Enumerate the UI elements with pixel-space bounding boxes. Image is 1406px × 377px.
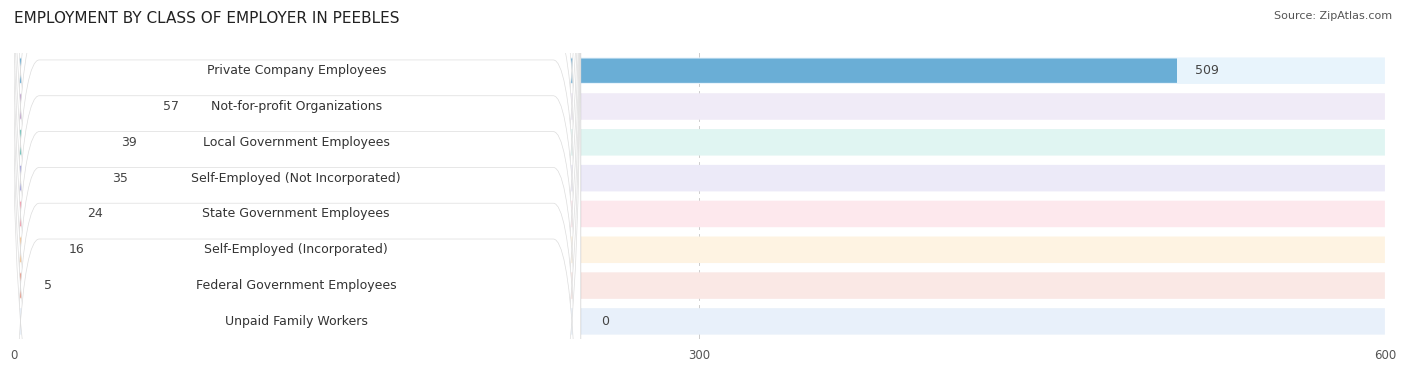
FancyBboxPatch shape — [11, 0, 581, 377]
Text: 35: 35 — [112, 172, 128, 185]
FancyBboxPatch shape — [11, 0, 581, 377]
Text: Local Government Employees: Local Government Employees — [202, 136, 389, 149]
FancyBboxPatch shape — [11, 0, 581, 377]
FancyBboxPatch shape — [14, 129, 1385, 156]
Text: 24: 24 — [87, 207, 103, 221]
Text: State Government Employees: State Government Employees — [202, 207, 389, 221]
Text: 5: 5 — [44, 279, 52, 292]
Text: EMPLOYMENT BY CLASS OF EMPLOYER IN PEEBLES: EMPLOYMENT BY CLASS OF EMPLOYER IN PEEBL… — [14, 11, 399, 26]
Text: 16: 16 — [69, 243, 84, 256]
FancyBboxPatch shape — [14, 166, 94, 190]
Text: 39: 39 — [121, 136, 138, 149]
FancyBboxPatch shape — [14, 236, 1385, 263]
FancyBboxPatch shape — [11, 0, 581, 377]
FancyBboxPatch shape — [14, 165, 1385, 192]
FancyBboxPatch shape — [11, 0, 581, 377]
Text: 57: 57 — [163, 100, 179, 113]
Text: Unpaid Family Workers: Unpaid Family Workers — [225, 315, 367, 328]
FancyBboxPatch shape — [14, 238, 51, 262]
Text: 0: 0 — [602, 315, 609, 328]
FancyBboxPatch shape — [14, 93, 1385, 120]
FancyBboxPatch shape — [14, 94, 145, 119]
Text: Source: ZipAtlas.com: Source: ZipAtlas.com — [1274, 11, 1392, 21]
FancyBboxPatch shape — [14, 308, 1385, 335]
Text: Federal Government Employees: Federal Government Employees — [195, 279, 396, 292]
Text: Self-Employed (Not Incorporated): Self-Employed (Not Incorporated) — [191, 172, 401, 185]
FancyBboxPatch shape — [14, 57, 1385, 84]
Text: Not-for-profit Organizations: Not-for-profit Organizations — [211, 100, 382, 113]
FancyBboxPatch shape — [14, 273, 25, 298]
Text: Private Company Employees: Private Company Employees — [207, 64, 385, 77]
FancyBboxPatch shape — [14, 202, 69, 226]
Text: Self-Employed (Incorporated): Self-Employed (Incorporated) — [204, 243, 388, 256]
FancyBboxPatch shape — [11, 0, 581, 377]
FancyBboxPatch shape — [14, 201, 1385, 227]
FancyBboxPatch shape — [11, 0, 581, 377]
Text: 509: 509 — [1195, 64, 1219, 77]
FancyBboxPatch shape — [14, 58, 1177, 83]
FancyBboxPatch shape — [14, 272, 1385, 299]
FancyBboxPatch shape — [14, 130, 103, 155]
FancyBboxPatch shape — [11, 0, 581, 377]
